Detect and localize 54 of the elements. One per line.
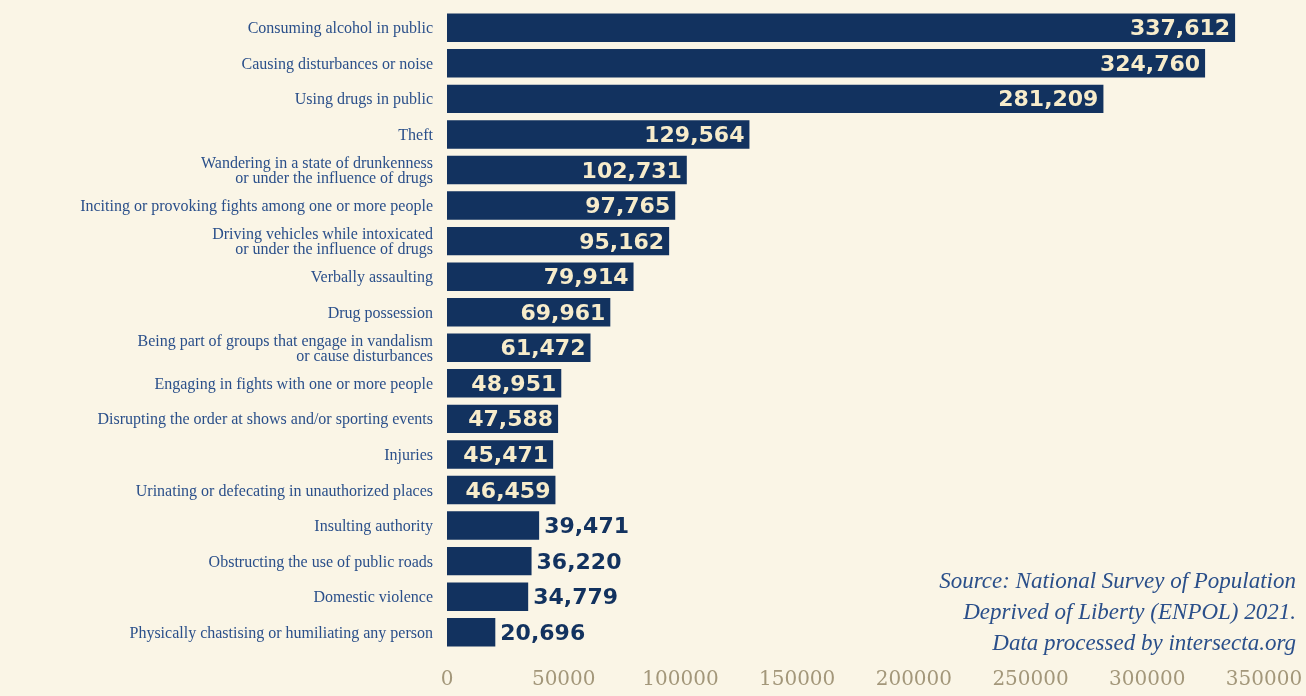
bar: [447, 120, 750, 149]
data-label: 281,209: [998, 86, 1099, 112]
data-label: 20,696: [500, 619, 586, 645]
annotation: Source: National Survey of Population Deprived of Liberty (ENPOL) 2021. Data processed by intersecta.org: [939, 568, 1296, 655]
y-tick-label: Physically chastising or humiliating any person: [129, 623, 433, 642]
y-tick-label: Consuming alcohol in public: [247, 19, 433, 38]
bar: [447, 618, 496, 647]
y-tick-label: Urinating or defecating in unauthorized places: [135, 481, 433, 500]
y-tick-label: Verbally assaulting: [310, 268, 433, 287]
y-tick-label: Theft: [398, 125, 434, 143]
data-label: 129,564: [644, 121, 745, 147]
bar: [447, 511, 540, 540]
y-tick-label: Injuries: [384, 445, 433, 464]
y-tick-label: Being part of groups that engage in vandalism or cause disturbances: [137, 331, 434, 364]
y-tick-label: Using drugs in public: [294, 90, 433, 109]
y-tick-label: Disrupting the order at shows and/or sporting events: [97, 410, 433, 429]
data-label: 324,760: [1099, 50, 1201, 76]
data-label: 95,162: [579, 228, 665, 254]
bar: [447, 49, 1206, 78]
data-label: 39,471: [544, 513, 630, 539]
data-label: 34,779: [533, 584, 619, 610]
x-tick-label: 250000: [992, 666, 1069, 690]
data-label: 61,472: [500, 335, 586, 361]
y-tick-label: Driving vehicles while intoxicated or under the influence of drugs: [212, 225, 433, 259]
bar: [447, 13, 1236, 42]
x-tick-label: 0: [440, 666, 454, 690]
data-label: 48,951: [471, 370, 557, 396]
data-label: 337,612: [1129, 15, 1231, 41]
bar: [447, 546, 532, 576]
bar: [447, 84, 1104, 114]
data-label: 45,471: [463, 441, 549, 467]
data-label: 46,459: [465, 477, 551, 503]
y-tick-label: Wandering in a state of drunkenness or under the influence of drugs: [201, 154, 433, 187]
bar: [447, 582, 529, 611]
x-tick-label: 150000: [758, 666, 836, 690]
x-tick-label: 350000: [1225, 666, 1303, 690]
x-tick-label: 100000: [642, 666, 719, 690]
data-label: 69,961: [520, 299, 606, 325]
y-tick-label: Obstructing the use of public roads: [208, 552, 433, 571]
bar: [447, 191, 676, 220]
data-label: 36,220: [536, 548, 622, 574]
x-tick-label: 200000: [875, 666, 953, 690]
y-tick-label: Causing disturbances or noise: [241, 54, 433, 73]
data-label: 102,731: [581, 157, 682, 183]
y-tick-label: Drug possession: [327, 303, 433, 322]
x-tick-label: 50000: [531, 666, 596, 690]
data-label: 79,914: [543, 264, 629, 290]
y-tick-label: Inciting or provoking fights among one or more people: [80, 197, 433, 216]
y-tick-label: Insulting authority: [314, 517, 433, 536]
y-tick-label: Domestic violence: [313, 588, 433, 606]
data-label: 97,765: [585, 193, 671, 219]
y-tick-label: Engaging in fights with one or more people: [154, 374, 433, 393]
x-tick-label: 300000: [1109, 666, 1186, 690]
data-label: 47,588: [468, 406, 554, 432]
